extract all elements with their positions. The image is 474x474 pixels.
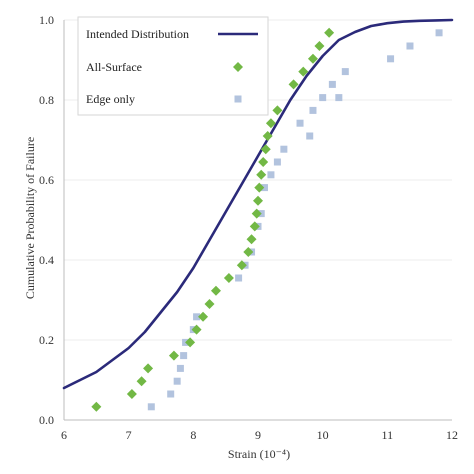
y-tick-label: 0.6 <box>39 173 54 187</box>
all-surface-point <box>126 389 137 399</box>
y-tick-label: 0.8 <box>39 93 54 107</box>
edge-only-point <box>235 274 243 282</box>
all-surface-point <box>236 260 247 271</box>
edge-only-point <box>147 403 155 411</box>
edge-only-point <box>267 171 275 179</box>
all-surface-point <box>272 105 283 116</box>
y-tick-label: 0.2 <box>39 333 54 347</box>
x-tick-label: 6 <box>61 428 67 442</box>
edge-only-point <box>173 377 181 385</box>
edge-only-point <box>260 184 268 192</box>
edge-only-point <box>306 132 314 140</box>
all-surface-point <box>246 234 257 245</box>
all-surface-point <box>256 169 267 180</box>
all-surface-point <box>185 337 196 348</box>
y-axis-ticks: 0.0 0.2 0.4 0.6 0.8 1.0 <box>39 13 54 427</box>
x-axis-ticks: 6 7 8 9 10 11 12 <box>61 428 458 442</box>
x-tick-label: 12 <box>446 428 458 442</box>
all-surface-point <box>136 376 147 387</box>
legend-label-intended-distribution: Intended Distribution <box>86 27 189 41</box>
legend-label-all-surface: All-Surface <box>86 60 142 74</box>
all-surface-point <box>324 27 335 38</box>
all-surface-point <box>251 208 262 219</box>
legend-label-edge-only: Edge only <box>86 92 135 106</box>
edge-only-point <box>435 29 443 37</box>
legend: Intended Distribution All-Surface Edge onl… <box>77 16 269 116</box>
edge-only-point <box>335 94 343 102</box>
all-surface-point <box>265 118 276 129</box>
all-surface-point <box>168 350 179 361</box>
edge-only-point <box>309 106 317 114</box>
edge-only-point <box>341 68 349 76</box>
y-tick-label: 0.4 <box>39 253 54 267</box>
legend-swatch-all-surface <box>233 62 243 72</box>
all-surface-point <box>288 79 299 90</box>
edge-only-point <box>176 364 184 372</box>
all-surface-point <box>249 221 260 232</box>
all-surface-point <box>258 157 269 167</box>
all-surface-point <box>307 53 318 64</box>
all-surface-point <box>260 144 271 155</box>
all-surface-point <box>198 311 209 322</box>
all-surface-point <box>253 195 263 206</box>
y-tick-label: 1.0 <box>39 13 54 27</box>
x-tick-label: 9 <box>255 428 261 442</box>
all-surface-point <box>143 363 154 374</box>
edge-only-point <box>167 390 175 398</box>
y-axis-label: Cumulative Probability of Failure <box>23 137 37 299</box>
x-tick-label: 10 <box>317 428 329 442</box>
all-surface-point <box>204 299 215 309</box>
edge-only-point <box>193 313 201 321</box>
x-tick-label: 11 <box>382 428 394 442</box>
plot-frame <box>63 20 452 421</box>
all-surface-point <box>91 401 102 412</box>
all-surface-point <box>223 273 234 283</box>
all-surface-point <box>254 182 265 193</box>
edge-only-point <box>319 94 327 102</box>
all-surface-point <box>210 285 221 296</box>
all-surface-point <box>314 41 325 51</box>
edge-only-point <box>328 80 336 88</box>
x-tick-label: 7 <box>126 428 132 442</box>
edge-only-point <box>296 119 304 127</box>
all-surface-series <box>91 27 335 412</box>
y-tick-label: 0.0 <box>39 413 54 427</box>
edge-only-point <box>387 55 395 63</box>
all-surface-point <box>243 247 254 257</box>
edge-only-point <box>273 158 281 166</box>
x-axis-label: Strain (10⁻⁴) <box>228 447 290 461</box>
all-surface-point <box>298 66 309 77</box>
edge-only-point <box>180 352 188 360</box>
x-tick-label: 8 <box>190 428 196 442</box>
edge-only-point <box>280 145 288 153</box>
intended-distribution-line <box>62 18 454 390</box>
all-surface-point <box>262 131 273 141</box>
all-surface-point <box>191 324 202 335</box>
intended-distribution-curve <box>62 18 454 390</box>
legend-swatch-edge-only <box>234 95 242 103</box>
edge-only-point <box>406 42 414 50</box>
